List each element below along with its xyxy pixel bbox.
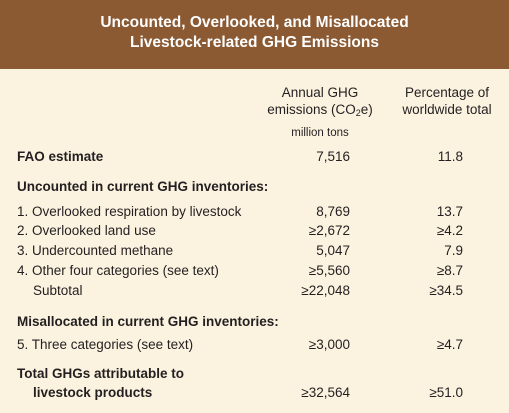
emissions-column-header: Annual GHG emissions (CO2e) xyxy=(258,84,382,118)
title-line-1: Uncounted, Overlooked, and Misallocated xyxy=(100,14,409,31)
emissions-value: 8,769 xyxy=(316,204,350,219)
title-banner: Uncounted, Overlooked, and Misallocated … xyxy=(0,0,509,69)
misallocated-heading: Misallocated in current GHG inventories: xyxy=(0,312,509,332)
section-heading: Uncounted in current GHG inventories: xyxy=(17,179,269,194)
uncounted-heading: Uncounted in current GHG inventories: xyxy=(0,177,509,197)
percent-value: 13.7 xyxy=(436,204,463,219)
table-row: 4. Other four categories (see text) ≥5,5… xyxy=(0,261,509,281)
percent-header-line-1: Percentage of xyxy=(404,85,490,100)
emissions-header-line-1: Annual GHG xyxy=(281,85,359,100)
percent-value: 7.9 xyxy=(444,243,463,258)
total-label-line-1: Total GHGs attributable to xyxy=(17,366,185,381)
table-row: 3. Undercounted methane 5,047 7.9 xyxy=(0,241,509,261)
percent-column-header: Percentage of worldwide total xyxy=(388,84,506,118)
emissions-value: 5,047 xyxy=(316,243,350,258)
total-label-line-2: livestock products xyxy=(33,385,153,400)
emissions-value: ≥22,048 xyxy=(301,283,350,298)
emissions-value: ≥5,560 xyxy=(308,263,350,278)
percent-value: 11.8 xyxy=(437,149,463,164)
row-label: FAO estimate xyxy=(17,149,104,164)
percent-value: ≥8.7 xyxy=(436,263,463,278)
row-label: 1. Overlooked respiration by livestock xyxy=(17,204,242,219)
emissions-value: ≥32,564 xyxy=(301,385,350,400)
percent-value: ≥34.5 xyxy=(429,283,463,298)
table-row: 2. Overlooked land use ≥2,672 ≥4.2 xyxy=(0,221,509,241)
units-label: million tons xyxy=(291,127,349,139)
emissions-value: 7,516 xyxy=(316,149,350,164)
subtotal-row: Subtotal ≥22,048 ≥34.5 xyxy=(0,281,509,301)
emissions-header-line-2: emissions (CO2e) xyxy=(267,102,373,118)
row-label: 3. Undercounted methane xyxy=(17,243,174,258)
percent-header-line-2: worldwide total xyxy=(402,102,492,117)
row-label: Subtotal xyxy=(33,283,83,298)
row-label: 2. Overlooked land use xyxy=(17,223,156,238)
title-line-2: Livestock-related GHG Emissions xyxy=(130,34,379,51)
emissions-value: ≥2,672 xyxy=(308,223,350,238)
percent-value: ≥4.2 xyxy=(436,223,463,238)
emissions-value: ≥3,000 xyxy=(308,337,350,352)
section-heading: Misallocated in current GHG inventories: xyxy=(17,314,279,329)
row-label: 5. Three categories (see text) xyxy=(17,337,194,352)
percent-value: ≥51.0 xyxy=(429,385,463,400)
total-row-line-1: Total GHGs attributable to xyxy=(0,364,509,384)
table-row: 1. Overlooked respiration by livestock 8… xyxy=(0,202,509,222)
fao-estimate-row: FAO estimate 7,516 11.8 xyxy=(0,147,509,167)
total-row: livestock products ≥32,564 ≥51.0 xyxy=(0,383,509,403)
row-label: 4. Other four categories (see text) xyxy=(17,263,219,278)
table-row: 5. Three categories (see text) ≥3,000 ≥4… xyxy=(0,335,509,355)
percent-value: ≥4.7 xyxy=(436,337,463,352)
